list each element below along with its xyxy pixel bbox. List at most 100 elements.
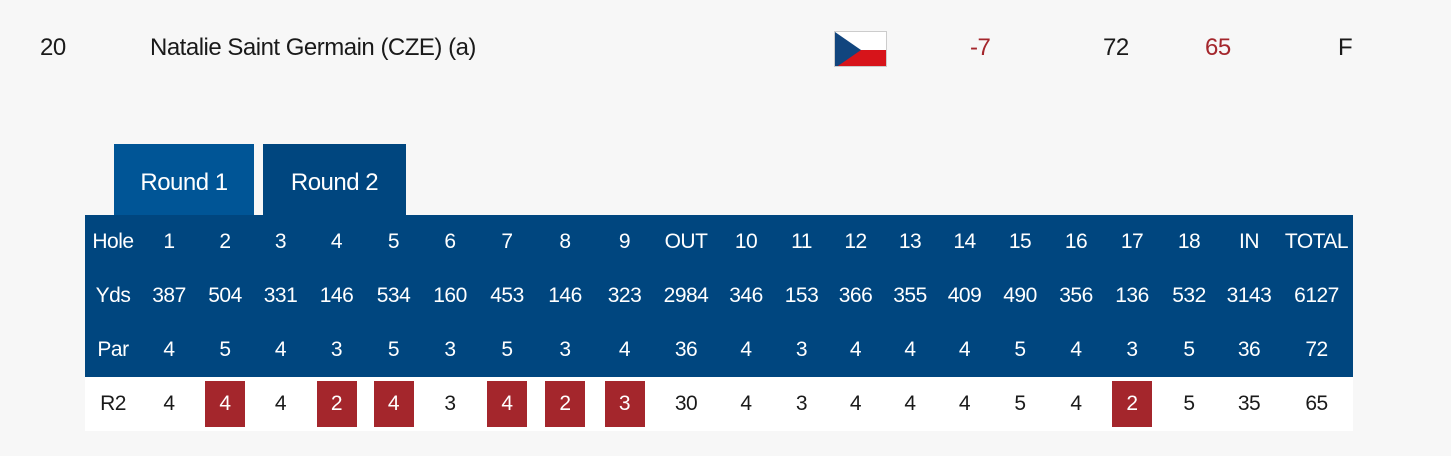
- par-cell: 36: [1218, 323, 1280, 377]
- par-cell: 4: [717, 323, 775, 377]
- score-cell: 4: [141, 377, 197, 431]
- to-par: -7: [970, 34, 991, 61]
- round1-score: 72: [1103, 34, 1129, 61]
- yards-cell: 160: [422, 269, 478, 323]
- yards-cell: 6127: [1280, 269, 1353, 323]
- score-cell: 4: [365, 377, 422, 431]
- yards-cell: 136: [1104, 269, 1160, 323]
- par-cell: 4: [594, 323, 655, 377]
- score-cell: 3: [775, 377, 828, 431]
- par-cell: 4: [883, 323, 937, 377]
- hole-cell: OUT: [655, 215, 717, 269]
- hole-cell: 5: [365, 215, 422, 269]
- par-cell: 3: [1104, 323, 1160, 377]
- yards-cell: 355: [883, 269, 937, 323]
- yards-cell: 356: [1048, 269, 1104, 323]
- hole-cell: 2: [197, 215, 253, 269]
- yards-cell: 366: [828, 269, 883, 323]
- hole-cell: 14: [937, 215, 992, 269]
- yards-cell: 534: [365, 269, 422, 323]
- hole-cell: 8: [536, 215, 594, 269]
- score-cell: 4: [478, 377, 536, 431]
- birdie-score: 4: [373, 381, 414, 427]
- hole-cell: TOTAL: [1280, 215, 1353, 269]
- birdie-score: 4: [205, 381, 245, 427]
- yards-cell: 2984: [655, 269, 717, 323]
- par-cell: 3: [422, 323, 478, 377]
- score-cell: 2: [1104, 377, 1160, 431]
- birdie-score: 4: [487, 381, 527, 427]
- scorecard-table: Hole 1 2 3 4 5 6 7 8 9 OUT 10 11 12 13 14 15 16 17 18 IN TOTA…: [85, 215, 1353, 431]
- hole-cell: 10: [717, 215, 775, 269]
- par-cell: 5: [197, 323, 253, 377]
- par-cell: 3: [775, 323, 828, 377]
- score-cell: 4: [197, 377, 253, 431]
- par-cell: 5: [365, 323, 422, 377]
- hole-cell: 4: [308, 215, 365, 269]
- par-cell: Par: [85, 323, 141, 377]
- tab-round-1[interactable]: Round 1: [114, 144, 254, 215]
- score-cell: 4: [883, 377, 937, 431]
- score-row: R2 4 4 4 2 4 3 4 2 3 30 4 3 4 4 4 5 4 2 5 35 65: [85, 377, 1353, 431]
- yards-cell: 153: [775, 269, 828, 323]
- score-cell: 5: [1160, 377, 1218, 431]
- score-cell: 65: [1280, 377, 1353, 431]
- player-name[interactable]: Natalie Saint Germain (CZE) (a): [150, 34, 476, 61]
- score-cell: 4: [253, 377, 308, 431]
- yards-cell: 453: [478, 269, 536, 323]
- par-cell: 72: [1280, 323, 1353, 377]
- par-cell: 5: [478, 323, 536, 377]
- score-cell: 2: [536, 377, 594, 431]
- hole-cell: 15: [992, 215, 1048, 269]
- score-cell: R2: [85, 377, 141, 431]
- czech-flag-icon: [834, 31, 887, 67]
- score-cell: 4: [717, 377, 775, 431]
- par-cell: 4: [937, 323, 992, 377]
- hole-cell: 11: [775, 215, 828, 269]
- par-cell: 5: [992, 323, 1048, 377]
- par-cell: 3: [308, 323, 365, 377]
- position: 20: [40, 34, 66, 61]
- tab-round-2[interactable]: Round 2: [263, 144, 406, 215]
- par-row: Par 4 5 4 3 5 3 5 3 4 36 4 3 4 4 4 5 4 3 5 36 72: [85, 323, 1353, 377]
- hole-cell: 16: [1048, 215, 1104, 269]
- score-cell: 2: [308, 377, 365, 431]
- score-cell: 4: [937, 377, 992, 431]
- score-cell: 3: [422, 377, 478, 431]
- yards-cell: 409: [937, 269, 992, 323]
- score-cell: 4: [828, 377, 883, 431]
- par-cell: 4: [1048, 323, 1104, 377]
- round2-score: 65: [1205, 34, 1231, 61]
- par-cell: 36: [655, 323, 717, 377]
- yards-cell: Yds: [85, 269, 141, 323]
- yards-cell: 323: [594, 269, 655, 323]
- hole-cell: 6: [422, 215, 478, 269]
- birdie-score: 2: [316, 381, 357, 427]
- yards-cell: 331: [253, 269, 308, 323]
- par-cell: 5: [1160, 323, 1218, 377]
- hole-cell: IN: [1218, 215, 1280, 269]
- par-cell: 4: [828, 323, 883, 377]
- yards-cell: 146: [536, 269, 594, 323]
- birdie-score: 2: [545, 381, 585, 427]
- hole-cell: 18: [1160, 215, 1218, 269]
- yards-row: Yds 387 504 331 146 534 160 453 146 323 2984 346 153…: [85, 269, 1353, 323]
- par-cell: 3: [536, 323, 594, 377]
- hole-cell: Hole: [85, 215, 141, 269]
- hole-cell: 13: [883, 215, 937, 269]
- thru: F: [1338, 34, 1353, 61]
- hole-cell: 17: [1104, 215, 1160, 269]
- hole-cell: 12: [828, 215, 883, 269]
- yards-cell: 490: [992, 269, 1048, 323]
- score-cell: 30: [655, 377, 717, 431]
- birdie-score: 3: [604, 381, 645, 427]
- par-cell: 4: [141, 323, 197, 377]
- hole-cell: 1: [141, 215, 197, 269]
- hole-cell: 7: [478, 215, 536, 269]
- score-cell: 4: [1048, 377, 1104, 431]
- hole-cell: 3: [253, 215, 308, 269]
- par-cell: 4: [253, 323, 308, 377]
- yards-cell: 346: [717, 269, 775, 323]
- yards-cell: 146: [308, 269, 365, 323]
- hole-row: Hole 1 2 3 4 5 6 7 8 9 OUT 10 11 12 13 14 15 16 17 18 IN TOTA…: [85, 215, 1353, 269]
